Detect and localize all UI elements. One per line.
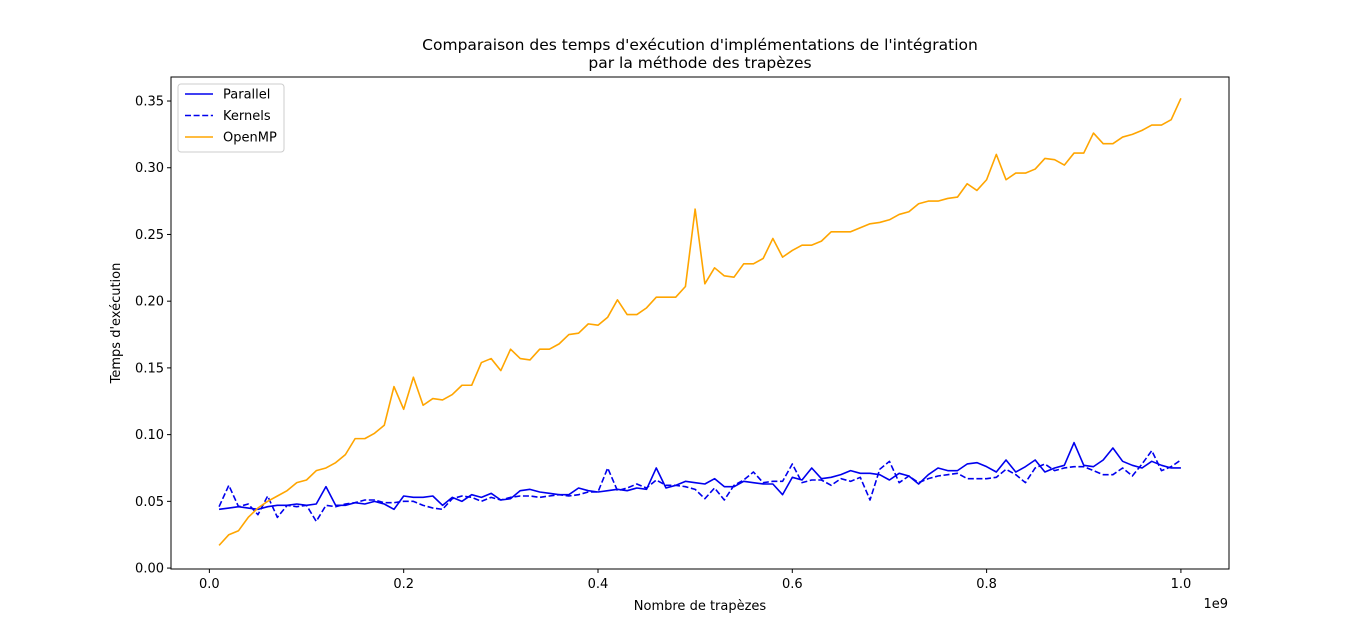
series-layer (218, 98, 1182, 546)
y-tick-label: 0.30 (135, 161, 164, 176)
legend-box (177, 83, 285, 153)
x-axis-offset-label: 1e9 (1203, 597, 1228, 612)
legend-label-openmp: OpenMP (223, 131, 277, 146)
y-tick-label: 0.35 (135, 95, 164, 110)
plot-area-frame (170, 76, 1230, 570)
x-axis-label: Nombre de trapèzes (634, 599, 767, 614)
y-tick-label: 0.20 (135, 295, 164, 310)
y-tick-label: 0.10 (135, 428, 164, 443)
chart-title-line-1: Comparaison des temps d'exécution d'impl… (422, 36, 978, 54)
x-tick-label: 0.4 (588, 577, 609, 592)
series-line-parallel (218, 441, 1181, 511)
y-axis-label: Temps d'exécution (109, 263, 124, 385)
x-tick-label: 0.6 (782, 577, 803, 592)
chart-title-line-2: par la méthode des trapèzes (588, 54, 811, 72)
series-line-openmp (218, 98, 1182, 546)
legend-label-parallel: Parallel (223, 88, 270, 103)
y-tick-label: 0.05 (135, 495, 164, 510)
y-tick-label: 0.00 (135, 562, 164, 577)
x-tick-label: 1.0 (1171, 577, 1192, 592)
series-line-kernels (218, 449, 1182, 523)
legend-label-kernels: Kernels (223, 109, 271, 124)
y-tick-label: 0.25 (135, 228, 164, 243)
legend: Parallel Kernels OpenMP (177, 83, 285, 153)
x-tick-label: 0.8 (976, 577, 997, 592)
y-tick-label: 0.15 (135, 361, 164, 376)
y-axis-ticks: 0.00 0.05 0.10 0.15 0.20 0.25 0.30 0.35 (135, 95, 171, 577)
x-tick-label: 0.2 (393, 577, 414, 592)
x-tick-label: 0.0 (199, 577, 220, 592)
x-axis-ticks: 0.0 0.2 0.4 0.6 0.8 1.0 (199, 569, 1191, 592)
